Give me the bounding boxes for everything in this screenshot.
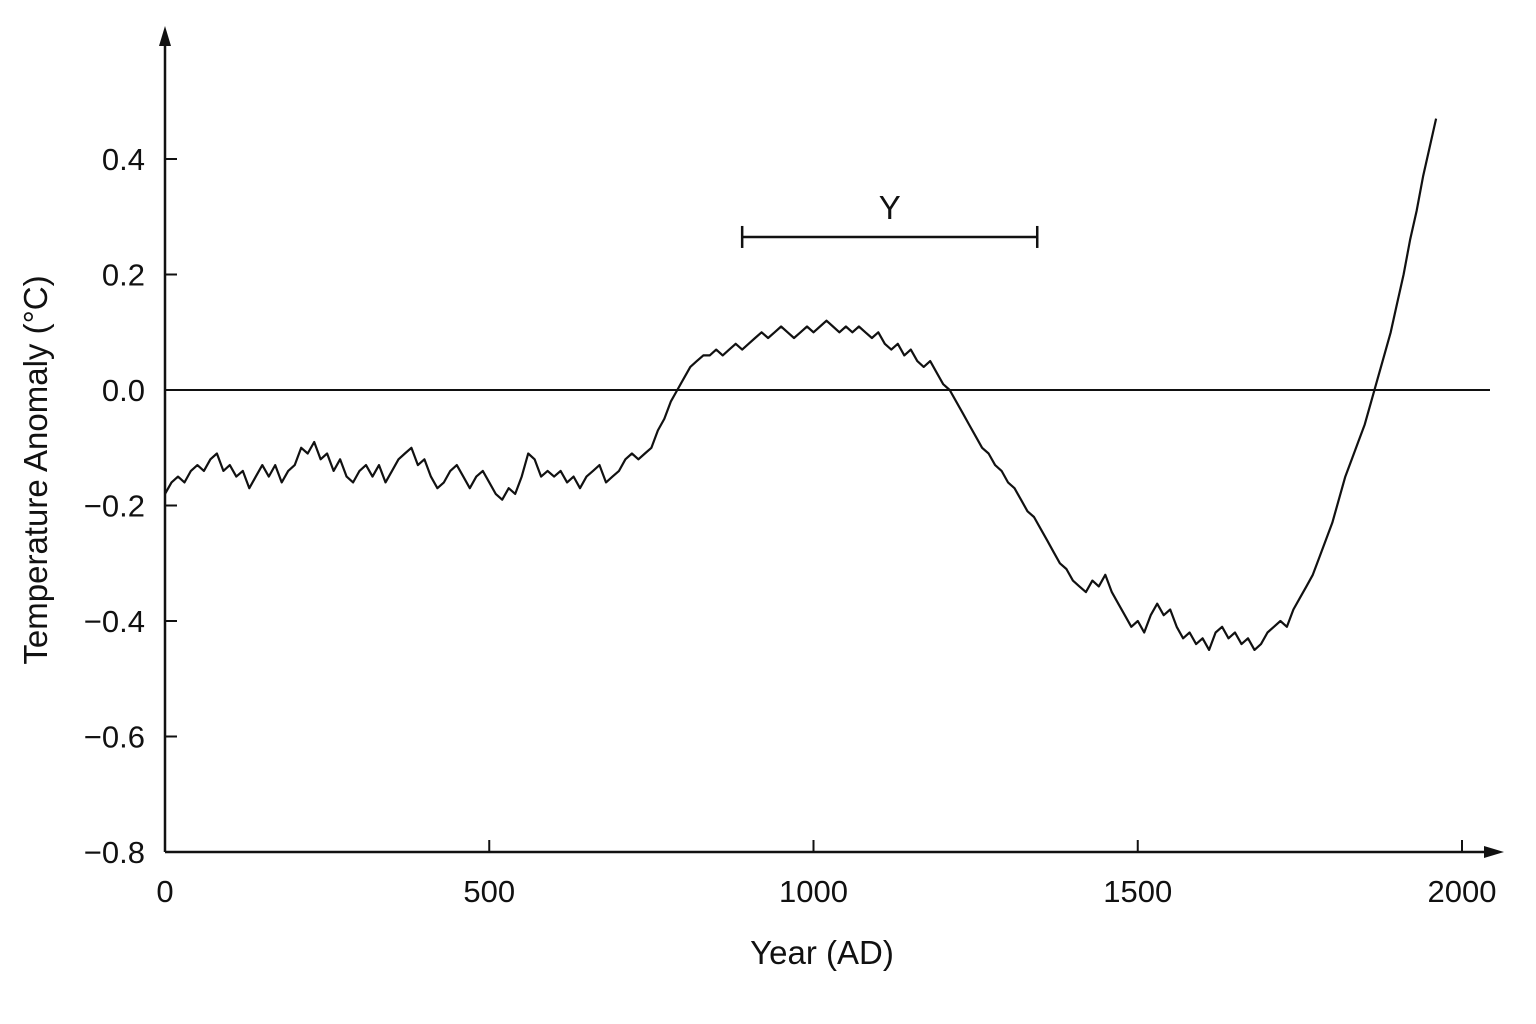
y-ticks: 0.4 0.2 0.0 −0.2 −0.4 −0.6 −0.8	[84, 142, 177, 870]
y-tick-label: −0.8	[84, 835, 145, 870]
period-label: Y	[879, 189, 901, 226]
y-tick-label: 0.0	[102, 373, 145, 408]
y-tick-label: 0.2	[102, 258, 145, 293]
y-axis-arrow	[159, 26, 171, 46]
x-ticks: 0 500 1000 1500 2000	[156, 840, 1496, 909]
axes	[159, 26, 1504, 858]
x-axis-title: Year (AD)	[750, 934, 894, 971]
x-axis-arrow	[1484, 846, 1504, 858]
y-axis-title: Temperature Anomaly (°C)	[17, 275, 54, 664]
x-tick-label: 1500	[1103, 874, 1172, 909]
y-tick-label: −0.6	[84, 720, 145, 755]
period-annotation: Y	[740, 189, 1039, 248]
x-tick-label: 0	[156, 874, 173, 909]
y-tick-label: −0.2	[84, 489, 145, 524]
x-tick-label: 2000	[1428, 874, 1497, 909]
x-tick-label: 500	[463, 874, 515, 909]
temperature-anomaly-line	[164, 118, 1438, 651]
y-tick-label: 0.4	[102, 142, 145, 177]
x-tick-label: 1000	[779, 874, 848, 909]
y-tick-label: −0.4	[84, 604, 145, 639]
